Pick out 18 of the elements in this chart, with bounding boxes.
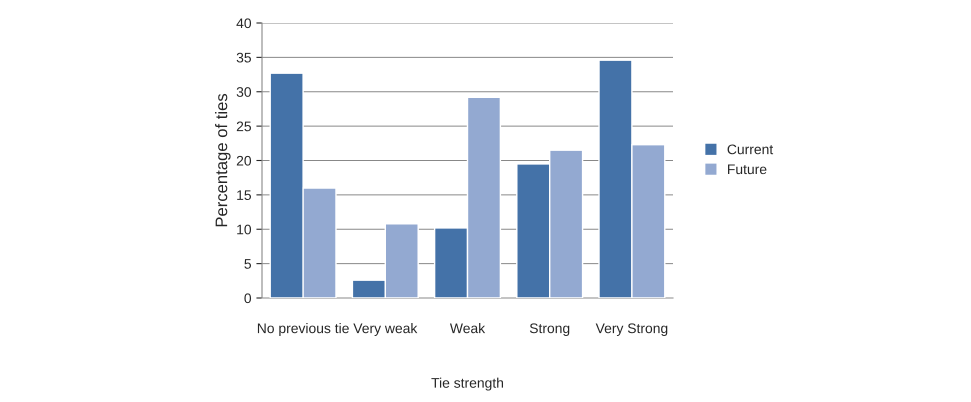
y-tick-label: 15: [237, 190, 252, 200]
y-tick-label: 30: [236, 87, 252, 97]
y-tick-label: 20: [236, 156, 252, 166]
y-tick-label: 35: [236, 52, 252, 63]
y-tick-label: 0: [244, 293, 252, 304]
legend-label: Current: [728, 144, 774, 154]
x-tick-label: Very Strong: [596, 323, 668, 336]
x-tick-label: Very weak: [353, 323, 418, 336]
x-tick-label: Weak: [450, 323, 486, 334]
y-axis-title: Percentage of ties: [215, 94, 231, 226]
y-tick-label: 10: [237, 224, 252, 234]
y-tick-label: 5: [244, 259, 251, 269]
x-axis-title: Tie strength: [431, 378, 504, 391]
y-tick-label: 25: [236, 121, 252, 132]
y-tick-label: 40: [236, 18, 252, 28]
legend-label: Future: [728, 164, 766, 174]
x-tick-label: No previous tie: [258, 323, 349, 336]
x-tick-label: Strong: [530, 323, 570, 336]
